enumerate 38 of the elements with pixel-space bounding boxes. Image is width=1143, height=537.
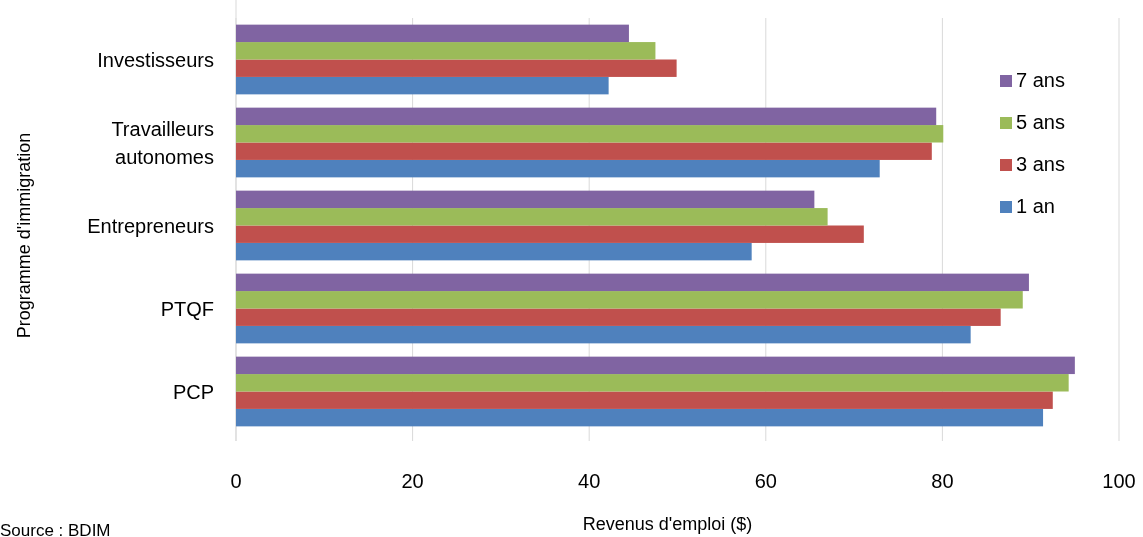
x-tick-label: 80: [931, 470, 954, 492]
legend-label: 5 ans: [1016, 111, 1065, 133]
y-tick-label: Entrepreneurs: [87, 214, 214, 237]
bar: [236, 42, 656, 60]
bar: [236, 208, 828, 226]
bar: [236, 242, 752, 261]
bar: [236, 59, 677, 77]
bar: [236, 308, 1001, 326]
bar: [236, 159, 880, 178]
y-tick-label: Investisseurs: [97, 48, 214, 71]
bar: [236, 142, 932, 160]
bar: [236, 76, 609, 95]
bar: [236, 125, 944, 143]
y-tick-label: PCP: [172, 380, 214, 403]
bar: [236, 190, 815, 209]
bar: [236, 356, 1075, 375]
bar: [236, 273, 1029, 292]
bar: [236, 325, 971, 344]
y-axis-title: Programme d'immigration: [14, 132, 34, 339]
y-tick-label: Travailleurs autonomes: [111, 117, 214, 168]
bar: [236, 391, 1053, 409]
x-tick-label: 40: [578, 470, 601, 492]
legend-label: 3 ans: [1016, 153, 1065, 175]
bar: [236, 225, 864, 243]
legend-label: 1 an: [1016, 195, 1055, 217]
bar: [236, 24, 629, 43]
bar: [236, 291, 1023, 309]
x-axis-title: Revenus d'emploi ($): [582, 514, 753, 534]
y-tick-label: PTQF: [160, 297, 214, 320]
x-tick-label: 0: [230, 470, 242, 492]
x-tick-label: 60: [754, 470, 777, 492]
x-tick-label: 100: [1102, 470, 1136, 492]
legend-label: 7 ans: [1016, 69, 1065, 91]
bar: [236, 374, 1069, 392]
bar: [236, 107, 937, 126]
bar: [236, 408, 1044, 427]
x-tick-label: 20: [401, 470, 424, 492]
source-note: Source : BDIM: [0, 521, 111, 537]
